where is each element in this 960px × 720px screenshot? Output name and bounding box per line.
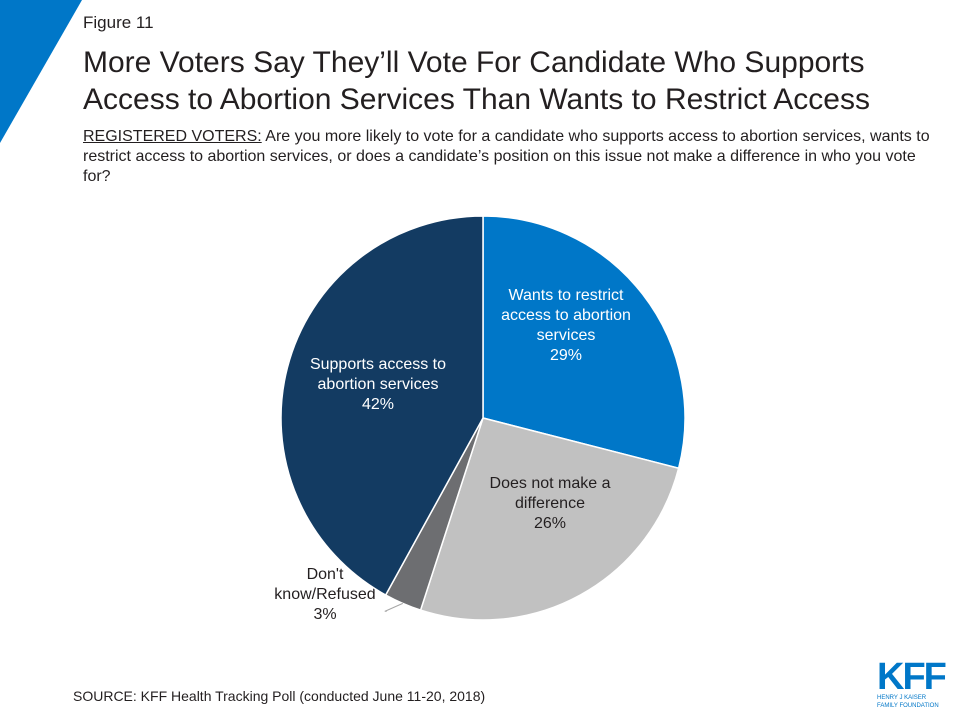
subtitle-lead: REGISTERED VOTERS: [83, 128, 262, 145]
figure-label: Figure 11 [83, 13, 154, 32]
slice-category-label: abortion services [318, 376, 439, 393]
subtitle-question: Are you more likely to vote for a candid… [83, 128, 930, 185]
source-note: SOURCE: KFF Health Tracking Poll (conduc… [73, 688, 486, 704]
kff-logo: KFF HENRY J KAISER FAMILY FOUNDATION [877, 656, 947, 710]
logo-line-2: FAMILY FOUNDATION [877, 703, 939, 709]
pie-slice-does-not-make-a-difference [419, 417, 680, 621]
slice-category-label: access to abortion [501, 307, 631, 324]
leader-line [384, 602, 403, 612]
pie-slice-supports-access-to-abortion-services [280, 215, 484, 597]
slice-category-label: services [537, 327, 596, 344]
slice-value-label: 3% [313, 606, 336, 623]
slice-category-label: Does not make a [490, 475, 611, 492]
chart-title-line: Access to Abortion Services Than Wants t… [83, 83, 870, 116]
logo-line-1: HENRY J KAISER [877, 695, 927, 701]
slice-value-label: 26% [534, 515, 566, 532]
slice-category-label: Supports access to [310, 356, 446, 373]
chart-subtitle: REGISTERED VOTERS: Are you more likely t… [83, 127, 933, 187]
chart-title: More Voters Say They’ll Vote For Candida… [83, 44, 943, 118]
slice-value-label: 29% [550, 347, 582, 364]
pie-slice-wants-to-restrict-access-to-abortion-services [482, 215, 686, 470]
slice-category-label: difference [515, 495, 585, 512]
slice-category-label: Don't [307, 566, 344, 583]
chart-title-line: More Voters Say They’ll Vote For Candida… [83, 46, 865, 79]
corner-accent-shape [0, 0, 82, 143]
slice-category-label: know/Refused [274, 586, 375, 603]
slice-value-label: 42% [362, 396, 394, 413]
logo-wordmark: KFF [877, 656, 947, 698]
slice-category-label: Wants to restrict [509, 287, 625, 304]
